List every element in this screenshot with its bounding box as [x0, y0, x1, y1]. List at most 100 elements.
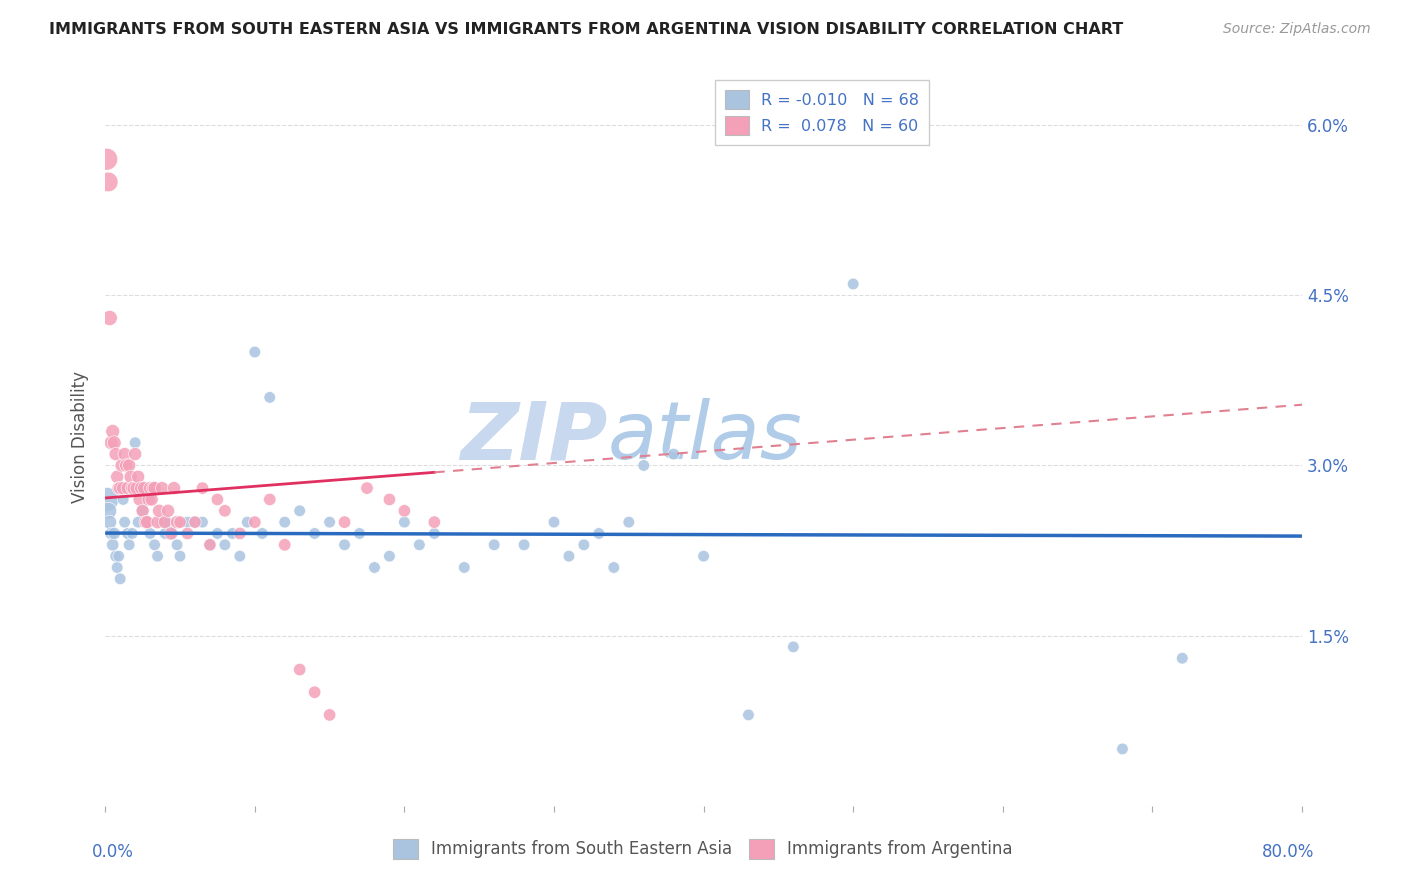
Point [114, 515, 136, 529]
Point [408, 538, 430, 552]
Point [101, 425, 124, 439]
Point [243, 515, 266, 529]
Point [842, 277, 865, 291]
Point [142, 481, 165, 495]
Text: ZIP: ZIP [461, 398, 607, 476]
Point [122, 481, 145, 495]
Point [115, 458, 138, 473]
Point [136, 515, 159, 529]
Y-axis label: Vision Disability: Vision Disability [72, 371, 89, 503]
Point [169, 515, 191, 529]
Point [104, 549, 127, 563]
Point [191, 515, 214, 529]
Point [166, 538, 188, 552]
Point [782, 640, 804, 654]
Point [139, 481, 162, 495]
Point [423, 526, 446, 541]
Point [252, 526, 274, 541]
Point [131, 504, 153, 518]
Point [136, 515, 159, 529]
Point [105, 469, 128, 483]
Point [105, 560, 128, 574]
Point [378, 492, 401, 507]
Point [107, 481, 129, 495]
Point [108, 481, 131, 495]
Point [184, 515, 207, 529]
Point [108, 572, 131, 586]
Point [166, 515, 188, 529]
Point [229, 526, 252, 541]
Point [100, 435, 122, 450]
Point [356, 481, 378, 495]
Point [191, 481, 214, 495]
Point [128, 492, 150, 507]
Point [103, 526, 125, 541]
Point [100, 526, 122, 541]
Text: IMMIGRANTS FROM SOUTH EASTERN ASIA VS IMMIGRANTS FROM ARGENTINA VISION DISABILIT: IMMIGRANTS FROM SOUTH EASTERN ASIA VS IM… [49, 22, 1123, 37]
Point [349, 526, 371, 541]
Point [214, 538, 236, 552]
Point [1111, 742, 1133, 756]
Point [153, 526, 176, 541]
Point [274, 538, 297, 552]
Text: 80.0%: 80.0% [1263, 843, 1315, 861]
Point [318, 707, 340, 722]
Point [131, 504, 153, 518]
Point [588, 526, 610, 541]
Point [146, 515, 169, 529]
Point [243, 345, 266, 359]
Point [259, 391, 281, 405]
Point [259, 492, 281, 507]
Point [558, 549, 581, 563]
Point [617, 515, 640, 529]
Point [148, 504, 170, 518]
Point [98, 515, 121, 529]
Point [124, 447, 146, 461]
Point [304, 685, 326, 699]
Point [176, 526, 198, 541]
Point [114, 447, 136, 461]
Point [118, 458, 141, 473]
Legend: Immigrants from South Eastern Asia, Immigrants from Argentina: Immigrants from South Eastern Asia, Immi… [387, 832, 1019, 866]
Point [111, 458, 134, 473]
Point [184, 515, 207, 529]
Point [127, 469, 149, 483]
Point [423, 515, 446, 529]
Point [141, 492, 163, 507]
Point [453, 560, 475, 574]
Point [153, 515, 176, 529]
Point [117, 481, 139, 495]
Point [157, 515, 180, 529]
Point [121, 526, 143, 541]
Point [236, 515, 259, 529]
Point [143, 481, 166, 495]
Point [121, 481, 143, 495]
Point [662, 447, 685, 461]
Text: 0.0%: 0.0% [91, 843, 134, 861]
Point [139, 526, 162, 541]
Point [692, 549, 714, 563]
Legend: R = -0.010   N = 68, R =  0.078   N = 60: R = -0.010 N = 68, R = 0.078 N = 60 [716, 80, 929, 145]
Point [162, 526, 184, 541]
Point [150, 515, 173, 529]
Point [572, 538, 595, 552]
Point [135, 515, 157, 529]
Point [513, 538, 536, 552]
Point [207, 492, 229, 507]
Point [101, 538, 124, 552]
Text: Source: ZipAtlas.com: Source: ZipAtlas.com [1223, 22, 1371, 37]
Point [229, 549, 252, 563]
Point [274, 515, 297, 529]
Point [288, 504, 311, 518]
Point [146, 549, 169, 563]
Point [104, 447, 127, 461]
Point [207, 526, 229, 541]
Point [603, 560, 626, 574]
Point [318, 515, 340, 529]
Point [214, 504, 236, 518]
Point [127, 515, 149, 529]
Point [97, 504, 120, 518]
Point [157, 504, 180, 518]
Point [169, 549, 191, 563]
Point [176, 515, 198, 529]
